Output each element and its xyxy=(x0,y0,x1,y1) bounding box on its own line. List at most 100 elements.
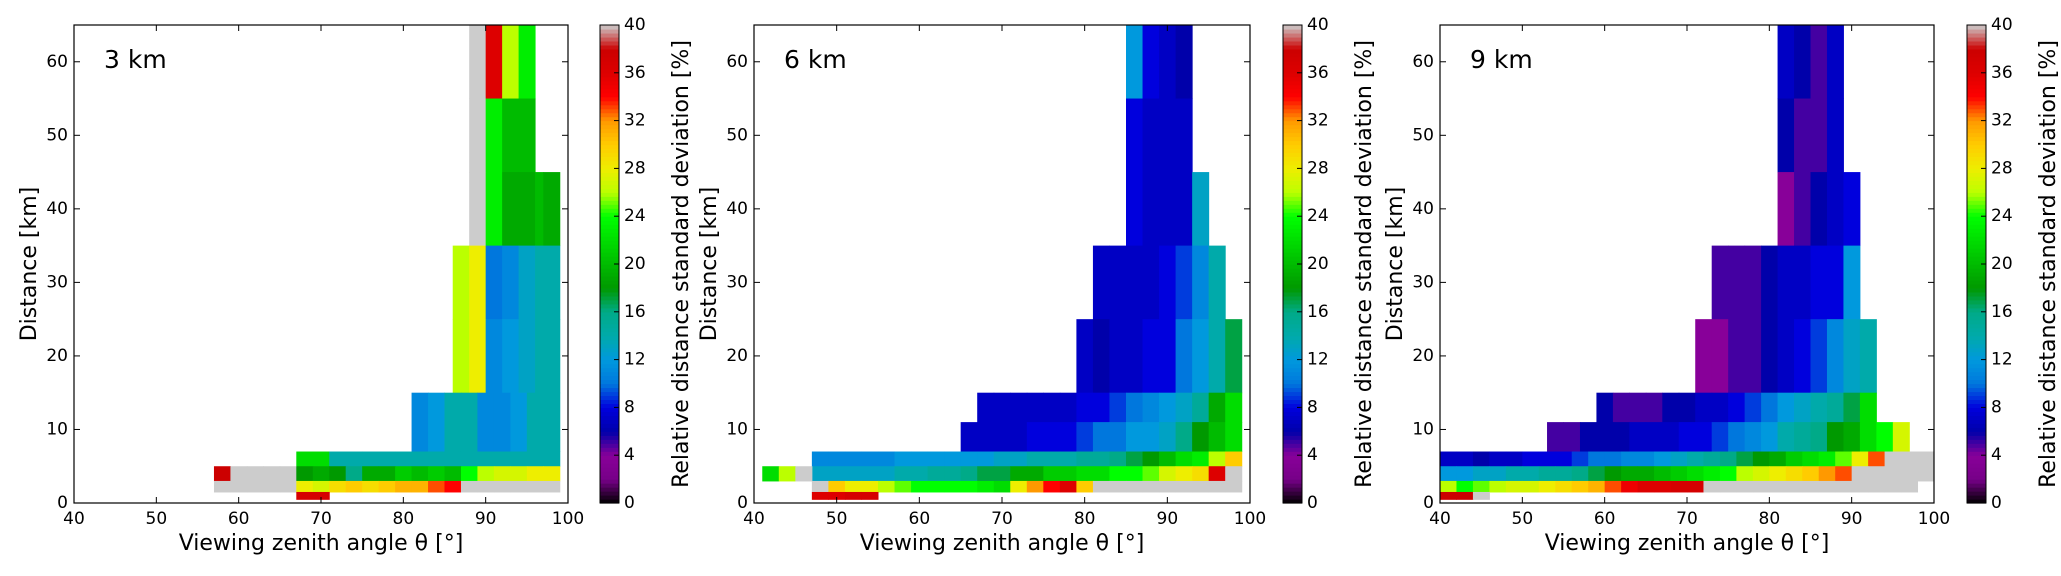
colorbar-swatch xyxy=(600,391,619,397)
heat-cell xyxy=(1794,245,1811,320)
colorbar-tick-label: 20 xyxy=(1991,254,2013,274)
colorbar-tick-label: 4 xyxy=(1991,445,2002,465)
colorbar-swatch xyxy=(1967,407,1986,412)
heat-cell xyxy=(1142,451,1160,467)
colorbar-swatch xyxy=(1967,367,1986,373)
x-tick-label: 70 xyxy=(1676,509,1698,529)
colorbar-swatch xyxy=(1283,32,1302,38)
heat-cell xyxy=(1010,422,1028,453)
heat-cell xyxy=(1026,466,1044,482)
x-tick-label: 60 xyxy=(909,509,931,529)
y-tick-label: 30 xyxy=(1412,272,1434,292)
colorbar-swatch xyxy=(1967,275,1986,281)
colorbar-swatch xyxy=(1967,96,1986,102)
colorbar-swatch xyxy=(1283,355,1302,361)
heat-cell xyxy=(1505,451,1523,467)
heat-cell xyxy=(811,480,829,493)
heat-cell xyxy=(1175,172,1193,247)
heat-cell xyxy=(1670,480,1688,493)
colorbar-swatch xyxy=(600,395,619,401)
colorbar-swatch xyxy=(1283,407,1302,412)
heat-cell xyxy=(526,451,561,467)
heat-cell xyxy=(795,466,813,482)
panel-title: 9 km xyxy=(1470,45,1533,74)
colorbar-tick-label: 12 xyxy=(1307,350,1329,370)
colorbar-swatch xyxy=(1283,279,1302,285)
colorbar-swatch xyxy=(1967,112,1986,118)
colorbar-swatch xyxy=(1283,499,1302,504)
heat-cell xyxy=(378,480,396,493)
colorbar-swatch xyxy=(600,25,619,30)
heat-cell xyxy=(977,422,995,453)
heat-cell xyxy=(469,172,487,247)
heat-cell xyxy=(1777,172,1795,247)
colorbar-swatch xyxy=(1283,339,1302,345)
heat-cell xyxy=(1654,451,1672,467)
y-tick-label: 60 xyxy=(46,52,68,72)
colorbar-swatch xyxy=(1283,240,1302,245)
heat-cell xyxy=(1225,422,1243,453)
colorbar-swatch xyxy=(600,64,619,70)
colorbar-swatch xyxy=(1283,351,1302,357)
colorbar-swatch xyxy=(600,112,619,118)
colorbar-swatch xyxy=(1283,399,1302,405)
heat-cell xyxy=(460,392,478,453)
colorbar-swatch xyxy=(600,455,619,460)
colorbar-swatch xyxy=(1283,431,1302,436)
heat-cell xyxy=(1456,466,1474,482)
heat-cell xyxy=(993,466,1011,482)
heat-cell xyxy=(1126,245,1144,320)
colorbar-swatch xyxy=(600,44,619,50)
heat-cell xyxy=(493,480,511,493)
colorbar-swatch xyxy=(1283,363,1302,369)
colorbar-swatch xyxy=(1967,295,1986,301)
heat-cell xyxy=(1192,172,1210,247)
colorbar-swatch xyxy=(600,275,619,281)
colorbar-swatch xyxy=(600,363,619,369)
heat-cell xyxy=(1208,466,1226,482)
heat-cell xyxy=(1142,98,1160,173)
heat-cell xyxy=(1588,466,1606,482)
colorbar-swatch xyxy=(1967,375,1986,381)
colorbar-swatch xyxy=(1967,28,1986,34)
colorbar-swatch xyxy=(1283,48,1302,54)
heat-cell xyxy=(1440,451,1457,467)
heat-cell xyxy=(502,98,520,173)
colorbar-swatch xyxy=(1967,431,1986,436)
heat-cell xyxy=(1637,451,1655,467)
colorbar-swatch xyxy=(1283,487,1302,492)
colorbar-swatch xyxy=(1967,52,1986,58)
colorbar-swatch xyxy=(600,36,619,42)
y-tick-label: 0 xyxy=(737,493,748,513)
heat-cell xyxy=(861,466,879,482)
colorbar-swatch xyxy=(600,367,619,373)
heat-cell xyxy=(1142,480,1160,493)
colorbar-swatch xyxy=(1283,244,1302,249)
colorbar-swatch xyxy=(600,439,619,444)
heat-cell xyxy=(543,392,561,453)
heat-cell xyxy=(477,466,495,482)
colorbar-swatch xyxy=(600,240,619,245)
colorbar-swatch xyxy=(1283,367,1302,373)
heat-cell xyxy=(1092,466,1110,482)
heat-cell xyxy=(894,466,912,482)
colorbar-swatch xyxy=(600,224,619,229)
colorbar-swatch xyxy=(1283,343,1302,349)
heat-cell xyxy=(1818,451,1836,467)
heat-cell xyxy=(828,466,846,482)
colorbar-tick-label: 12 xyxy=(624,350,646,370)
heat-cell xyxy=(518,319,536,394)
x-axis-label: Viewing zenith angle θ [°] xyxy=(860,531,1145,556)
colorbar-swatch xyxy=(1967,236,1986,241)
heat-cell xyxy=(1440,480,1457,493)
colorbar-swatch xyxy=(600,32,619,38)
heat-cell xyxy=(1835,466,1853,482)
colorbar-swatch xyxy=(1967,483,1986,488)
colorbar-swatch xyxy=(600,291,619,297)
heat-cell xyxy=(1208,480,1226,493)
heat-cell xyxy=(485,172,503,247)
colorbar-swatch xyxy=(600,84,619,90)
colorbar-swatch xyxy=(600,359,619,365)
colorbar-swatch xyxy=(600,423,619,428)
heat-cell xyxy=(960,466,978,482)
